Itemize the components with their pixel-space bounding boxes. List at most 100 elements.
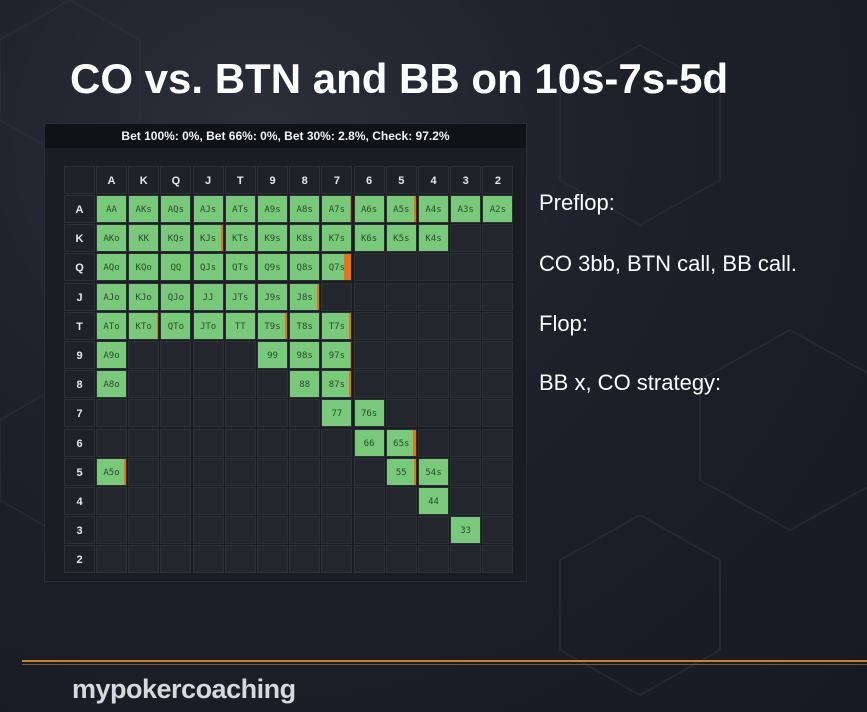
hand-cell-JTo[interactable]: JTo (192, 311, 224, 340)
empty-hand-cell[interactable] (224, 487, 256, 515)
empty-hand-cell[interactable] (450, 428, 482, 457)
empty-hand-cell[interactable] (450, 487, 482, 515)
empty-hand-cell[interactable] (450, 370, 482, 399)
empty-hand-cell[interactable] (192, 428, 224, 457)
hand-cell-AA[interactable]: AA (96, 195, 127, 223)
hand-cell-Q7s[interactable]: Q7s (321, 253, 353, 282)
hand-cell-A3s[interactable]: A3s (450, 195, 482, 223)
empty-hand-cell[interactable] (224, 399, 256, 428)
empty-hand-cell[interactable] (192, 370, 224, 399)
empty-hand-cell[interactable] (450, 282, 482, 311)
empty-hand-cell[interactable] (385, 370, 417, 399)
empty-hand-cell[interactable] (418, 282, 449, 311)
empty-hand-cell[interactable] (289, 487, 321, 515)
empty-hand-cell[interactable] (353, 282, 385, 311)
empty-hand-cell[interactable] (385, 487, 417, 515)
empty-hand-cell[interactable] (450, 341, 482, 369)
hand-cell-65s[interactable]: 65s (385, 428, 417, 457)
hand-cell-AJs[interactable]: AJs (192, 195, 224, 223)
empty-hand-cell[interactable] (482, 224, 514, 253)
hand-cell-77[interactable]: 77 (321, 399, 353, 428)
hand-cell-A8o[interactable]: A8o (96, 370, 127, 399)
empty-hand-cell[interactable] (257, 428, 288, 457)
hand-cell-KTs[interactable]: KTs (224, 224, 256, 253)
empty-hand-cell[interactable] (385, 253, 417, 282)
hand-cell-97s[interactable]: 97s (321, 341, 353, 369)
hand-cell-T7s[interactable]: T7s (321, 311, 353, 340)
hand-cell-AQs[interactable]: AQs (160, 195, 192, 223)
empty-hand-cell[interactable] (385, 311, 417, 340)
hand-cell-55[interactable]: 55 (385, 457, 417, 486)
empty-hand-cell[interactable] (257, 545, 288, 574)
empty-hand-cell[interactable] (96, 487, 127, 515)
hand-cell-AQo[interactable]: AQo (96, 253, 127, 282)
empty-hand-cell[interactable] (321, 282, 353, 311)
empty-hand-cell[interactable] (224, 341, 256, 369)
empty-hand-cell[interactable] (418, 311, 449, 340)
empty-hand-cell[interactable] (160, 370, 192, 399)
hand-cell-T9s[interactable]: T9s (257, 311, 288, 340)
empty-hand-cell[interactable] (482, 487, 514, 515)
hand-cell-98s[interactable]: 98s (289, 341, 321, 369)
hand-cell-QQ[interactable]: QQ (160, 253, 192, 282)
hand-cell-87s[interactable]: 87s (321, 370, 353, 399)
empty-hand-cell[interactable] (482, 516, 514, 545)
empty-hand-cell[interactable] (353, 370, 385, 399)
empty-hand-cell[interactable] (353, 311, 385, 340)
empty-hand-cell[interactable] (128, 428, 160, 457)
empty-hand-cell[interactable] (418, 341, 449, 369)
hand-cell-54s[interactable]: 54s (418, 457, 449, 486)
empty-hand-cell[interactable] (450, 457, 482, 486)
hand-cell-A8s[interactable]: A8s (289, 195, 321, 223)
empty-hand-cell[interactable] (192, 399, 224, 428)
empty-hand-cell[interactable] (482, 311, 514, 340)
empty-hand-cell[interactable] (450, 311, 482, 340)
hand-cell-KK[interactable]: KK (128, 224, 160, 253)
empty-hand-cell[interactable] (353, 487, 385, 515)
empty-hand-cell[interactable] (96, 545, 127, 574)
empty-hand-cell[interactable] (224, 457, 256, 486)
empty-hand-cell[interactable] (128, 399, 160, 428)
empty-hand-cell[interactable] (418, 253, 449, 282)
hand-cell-J8s[interactable]: J8s (289, 282, 321, 311)
hand-cell-A9o[interactable]: A9o (96, 341, 127, 369)
empty-hand-cell[interactable] (192, 487, 224, 515)
hand-cell-KJo[interactable]: KJo (128, 282, 160, 311)
hand-cell-ATo[interactable]: ATo (96, 311, 127, 340)
hand-cell-Q8s[interactable]: Q8s (289, 253, 321, 282)
hand-cell-T8s[interactable]: T8s (289, 311, 321, 340)
hand-cell-66[interactable]: 66 (353, 428, 385, 457)
hand-cell-33[interactable]: 33 (450, 516, 482, 545)
hand-cell-A5s[interactable]: A5s (385, 195, 417, 223)
hand-cell-AJo[interactable]: AJo (96, 282, 127, 311)
hand-cell-QJs[interactable]: QJs (192, 253, 224, 282)
empty-hand-cell[interactable] (224, 428, 256, 457)
empty-hand-cell[interactable] (321, 487, 353, 515)
hand-cell-KQs[interactable]: KQs (160, 224, 192, 253)
empty-hand-cell[interactable] (160, 428, 192, 457)
empty-hand-cell[interactable] (385, 516, 417, 545)
empty-hand-cell[interactable] (353, 341, 385, 369)
hand-cell-99[interactable]: 99 (257, 341, 288, 369)
hand-cell-A5o[interactable]: A5o (96, 457, 127, 486)
empty-hand-cell[interactable] (289, 399, 321, 428)
empty-hand-cell[interactable] (353, 516, 385, 545)
empty-hand-cell[interactable] (96, 428, 127, 457)
hand-cell-JJ[interactable]: JJ (192, 282, 224, 311)
empty-hand-cell[interactable] (289, 545, 321, 574)
empty-hand-cell[interactable] (128, 341, 160, 369)
empty-hand-cell[interactable] (96, 399, 127, 428)
hand-cell-AKo[interactable]: AKo (96, 224, 127, 253)
empty-hand-cell[interactable] (418, 516, 449, 545)
empty-hand-cell[interactable] (96, 516, 127, 545)
hand-cell-KJs[interactable]: KJs (192, 224, 224, 253)
empty-hand-cell[interactable] (257, 516, 288, 545)
hand-cell-KQo[interactable]: KQo (128, 253, 160, 282)
hand-cell-K5s[interactable]: K5s (385, 224, 417, 253)
empty-hand-cell[interactable] (353, 457, 385, 486)
empty-hand-cell[interactable] (128, 545, 160, 574)
hand-cell-Q9s[interactable]: Q9s (257, 253, 288, 282)
empty-hand-cell[interactable] (482, 370, 514, 399)
hand-cell-ATs[interactable]: ATs (224, 195, 256, 223)
empty-hand-cell[interactable] (450, 224, 482, 253)
